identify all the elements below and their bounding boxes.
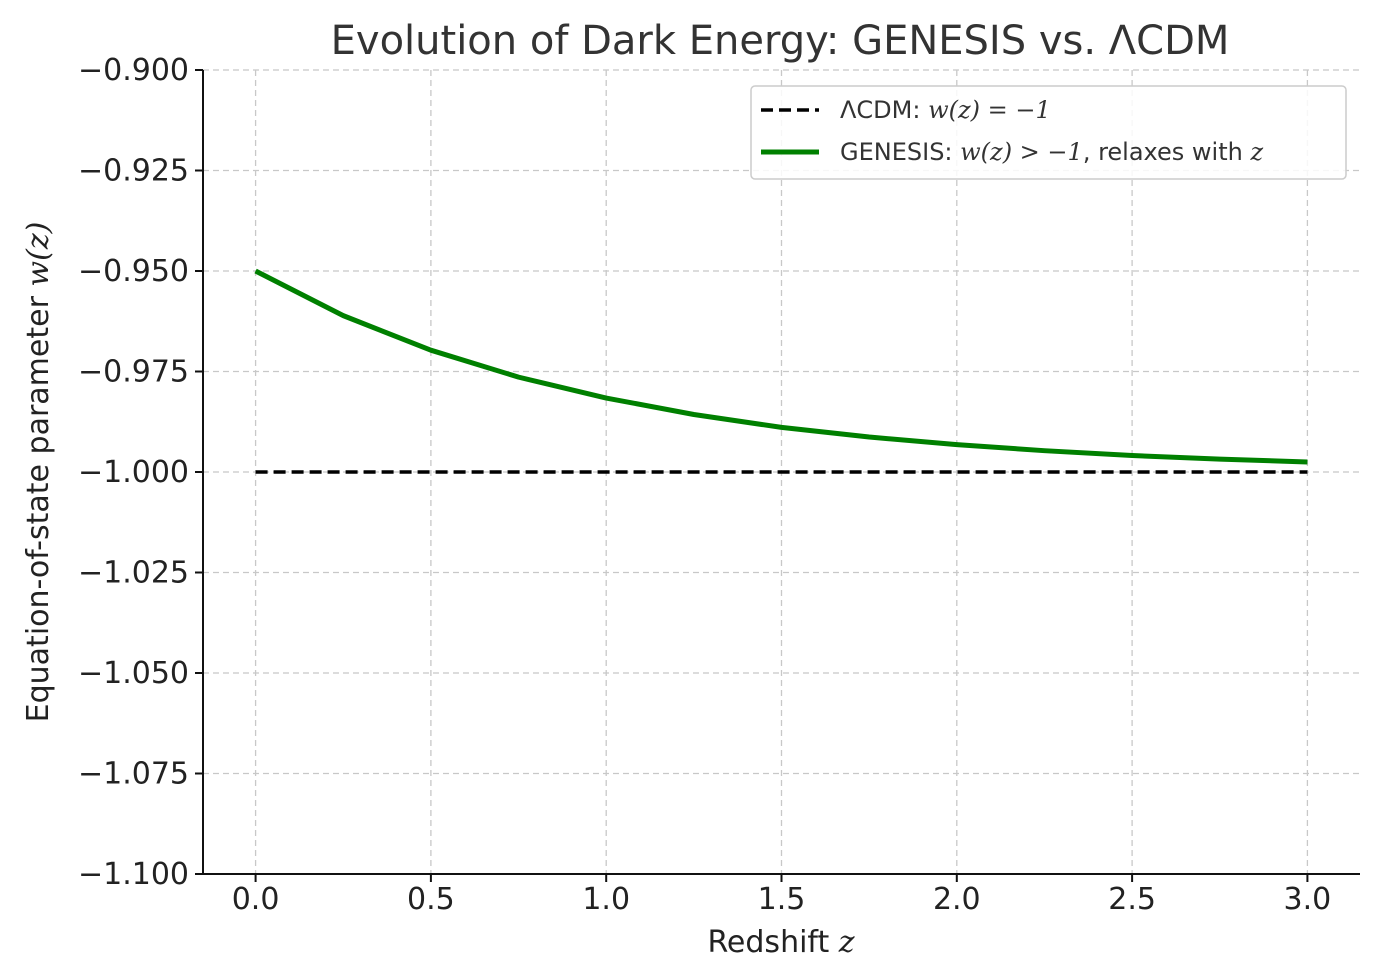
x-tick-label: 1.0 [582,882,630,917]
legend-box [750,85,1347,180]
x-tick-label: 0.5 [407,882,455,917]
y-tick-label: −0.900 [78,53,189,88]
x-tick-label: 2.0 [933,882,981,917]
y-tick-label: −1.075 [78,757,189,792]
y-tick-label: −1.000 [78,455,189,490]
y-tick-label: −1.025 [78,556,189,591]
y-tick-label: −1.050 [78,656,189,691]
legend-label-lcdm: ΛCDM: w(z) = −1 [840,96,1051,124]
x-axis-label: Redshift z [707,925,854,960]
x-tick-label: 0.0 [232,882,280,917]
x-tick-label: 3.0 [1284,882,1332,917]
y-tick-label: −0.950 [78,254,189,289]
x-axis-ticks: 0.0 0.5 1.0 1.5 2.0 2.5 3.0 [232,874,1332,917]
y-axis-ticks: −0.900 −0.925 −0.950 −0.975 −1.000 −1.025 −1.0… [78,53,203,892]
y-tick-label: −1.100 [78,857,189,892]
legend: ΛCDM: w(z) = −1 GENESIS: w(z) > −1, rela… [750,85,1347,180]
series-layer [254,268,1308,474]
x-tick-label: 2.5 [1108,882,1156,917]
legend-label-genesis: GENESIS: w(z) > −1, relaxes with z [840,138,1263,166]
y-tick-label: −0.975 [78,355,189,390]
y-tick-label: −0.925 [78,154,189,189]
y-axis-label: Equation-of-state parameter w(z) [21,222,56,723]
chart-title: Evolution of Dark Energy: GENESIS vs. ΛC… [331,18,1230,64]
series-line-genesis [254,268,1308,465]
x-tick-label: 1.5 [758,882,806,917]
